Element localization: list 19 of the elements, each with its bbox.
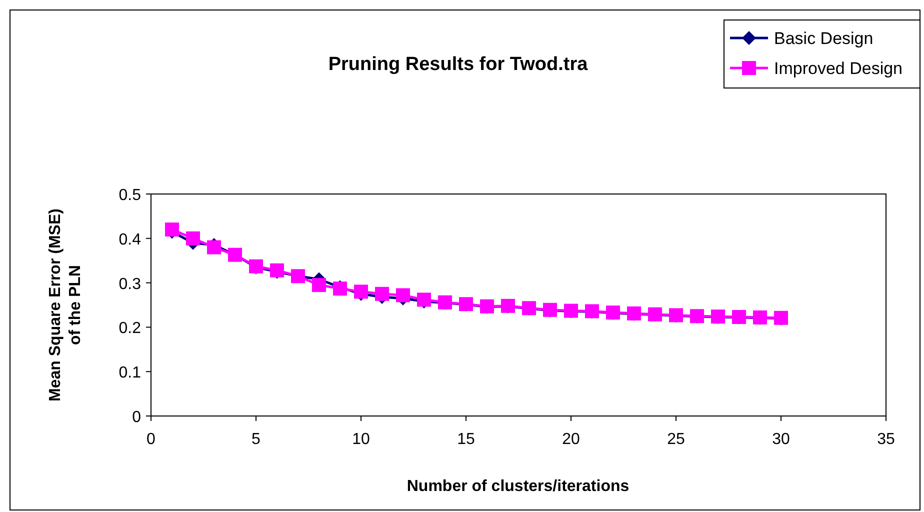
y-tick-label: 0 xyxy=(132,409,142,426)
x-tick-label: 30 xyxy=(772,431,790,448)
y-axis-title: Mean Square Error (MSE) of the PLN xyxy=(47,208,84,402)
x-tick-label: 0 xyxy=(146,431,156,448)
x-tick-label: 20 xyxy=(562,431,580,448)
x-tick-label: 25 xyxy=(667,431,685,448)
x-tick-label: 5 xyxy=(252,431,261,448)
x-tick-label: 10 xyxy=(352,431,370,448)
x-axis-title: Number of clusters/iterations xyxy=(406,478,630,495)
chart-title: Pruning Results for Twod.tra xyxy=(328,54,588,75)
x-tick-label: 15 xyxy=(457,431,475,448)
y-tick-label: 0.5 xyxy=(118,187,142,204)
y-tick-label: 0.3 xyxy=(118,276,142,293)
y-tick-label: 0.4 xyxy=(118,231,142,248)
y-tick-label: 0.2 xyxy=(118,320,142,338)
y-tick-label: 0.1 xyxy=(118,364,142,382)
legend-label: Basic Design xyxy=(774,29,874,48)
x-tick-label: 35 xyxy=(877,431,895,448)
legend-label: Improved Design xyxy=(774,59,903,78)
